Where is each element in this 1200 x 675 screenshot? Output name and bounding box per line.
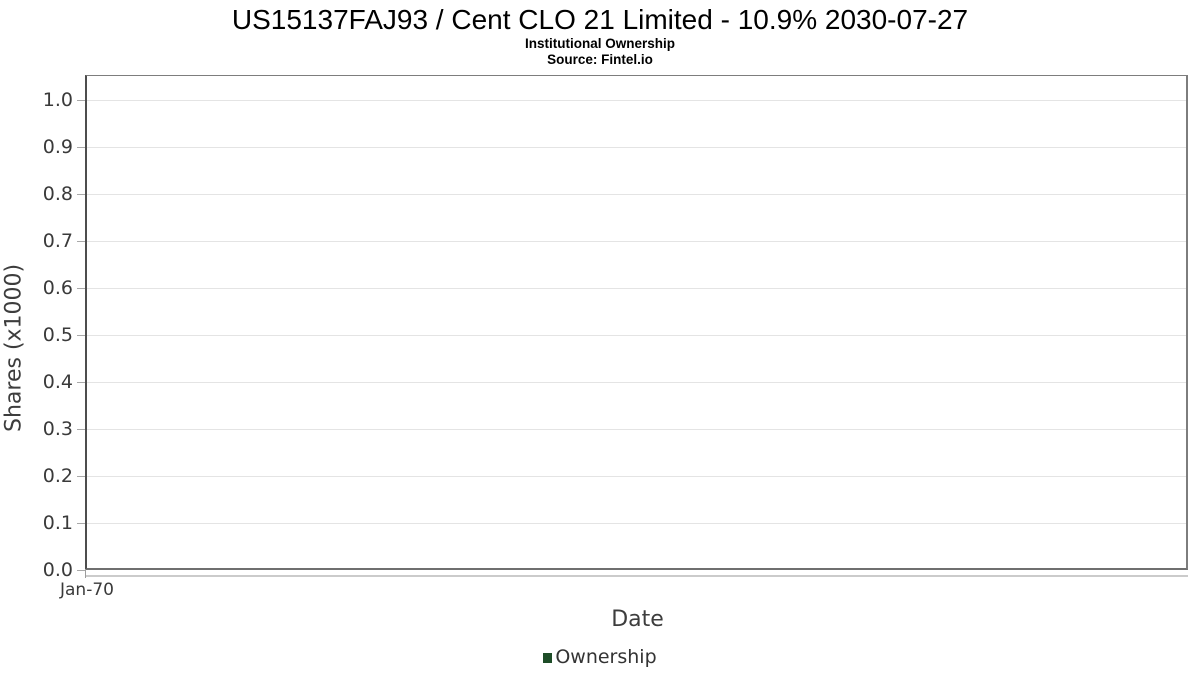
- gridline: [87, 523, 1186, 524]
- y-tick-label: 0.0: [42, 559, 73, 581]
- gridline: [87, 429, 1186, 430]
- y-tick-label: 0.6: [42, 277, 73, 299]
- y-tick-mark: [77, 288, 85, 289]
- y-tick-mark: [77, 570, 85, 571]
- y-tick-label: 0.3: [42, 418, 73, 440]
- legend-marker-square-icon: [543, 652, 553, 663]
- x-axis-line: [85, 575, 1188, 577]
- y-tick-label: 0.9: [42, 136, 73, 158]
- gridline: [87, 288, 1186, 289]
- chart-legend: Ownership: [0, 646, 1200, 668]
- legend-item-label: Ownership: [555, 646, 657, 668]
- x-tick-label: Jan-70: [60, 580, 114, 600]
- y-tick-mark: [77, 335, 85, 336]
- y-tick-mark: [77, 100, 85, 101]
- y-tick-mark: [77, 194, 85, 195]
- y-tick-mark: [77, 476, 85, 477]
- y-tick-mark: [77, 241, 85, 242]
- y-tick-label: 0.2: [42, 465, 73, 487]
- y-tick-mark: [77, 382, 85, 383]
- chart-title: US15137FAJ93 / Cent CLO 21 Limited - 10.…: [231, 4, 969, 35]
- y-tick-mark: [77, 523, 85, 524]
- plot-area: [85, 75, 1188, 570]
- gridline: [87, 147, 1186, 148]
- x-tick-mark: [85, 569, 86, 578]
- y-tick-label: 0.4: [42, 371, 73, 393]
- y-tick-mark: [77, 429, 85, 430]
- y-tick-label: 0.7: [42, 230, 73, 252]
- chart-subtitle: Institutional Ownership: [524, 36, 675, 51]
- gridline: [87, 476, 1186, 477]
- gridline: [87, 100, 1186, 101]
- gridline: [87, 382, 1186, 383]
- y-tick-mark: [77, 147, 85, 148]
- gridline: [87, 241, 1186, 242]
- y-tick-label: 0.5: [42, 324, 73, 346]
- y-tick-label: 1.0: [42, 89, 73, 111]
- gridline: [87, 194, 1186, 195]
- chart-source-credit: Source: Fintel.io: [547, 52, 653, 67]
- y-tick-label: 0.8: [42, 183, 73, 205]
- legend-item-ownership[interactable]: Ownership: [543, 646, 657, 668]
- x-axis-title: Date: [611, 607, 664, 632]
- gridline: [87, 335, 1186, 336]
- y-tick-label: 0.1: [42, 512, 73, 534]
